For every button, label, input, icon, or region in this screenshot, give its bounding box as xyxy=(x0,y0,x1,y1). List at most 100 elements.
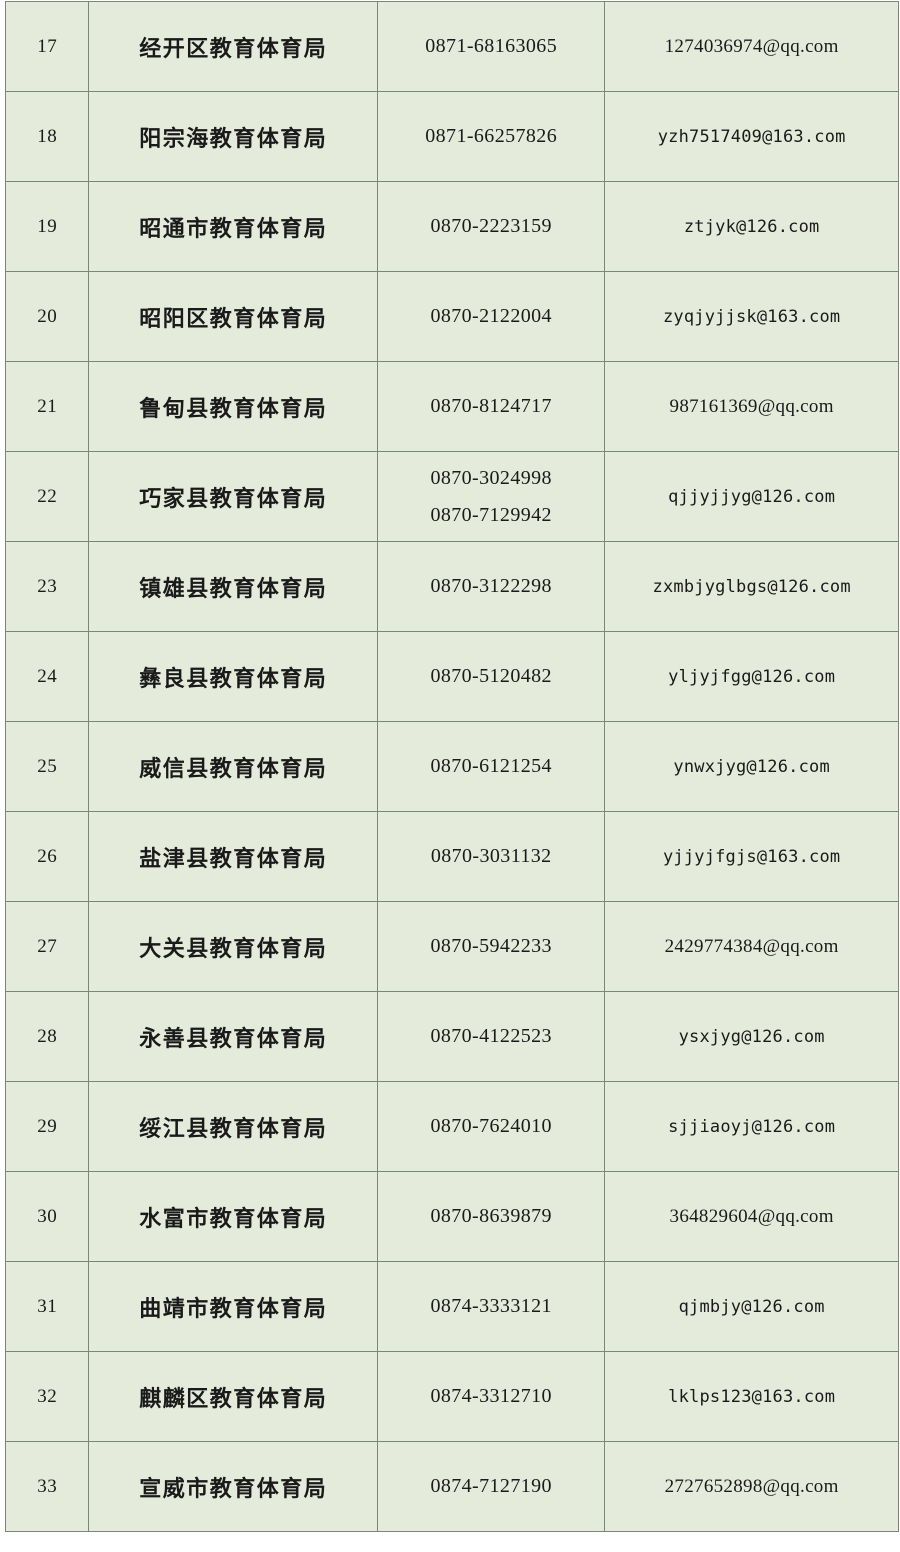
cell-phone-number: 0871-68163065 xyxy=(377,1,606,92)
cell-phone-number: 0870-3031132 xyxy=(377,811,606,902)
cell-department-name: 昭通市教育体育局 xyxy=(88,181,379,272)
cell-row-index: 24 xyxy=(4,631,90,722)
cell-email-address: ztjyk@126.com xyxy=(604,181,899,272)
phone-line: 0874-3333121 xyxy=(430,1295,552,1317)
cell-department-name: 水富市教育体育局 xyxy=(88,1171,379,1262)
cell-phone-number: 0870-6121254 xyxy=(377,721,606,812)
table-row: 22 巧家县教育体育局 0870-3024998 0870-7129942 qjjyjj… xyxy=(4,451,899,542)
table-row: 29 绥江县教育体育局 0870-7624010 sjjiaoyj@126.com xyxy=(4,1081,899,1172)
cell-email-address: lklps123@163.com xyxy=(604,1351,899,1442)
phone-line: 0870-8639879 xyxy=(430,1205,552,1227)
cell-row-index: 17 xyxy=(4,1,90,92)
cell-email-address: 987161369@qq.com xyxy=(604,361,899,452)
cell-phone-number: 0874-3312710 xyxy=(377,1351,606,1442)
cell-email-address: sjjiaoyj@126.com xyxy=(604,1081,899,1172)
phone-line: 0870-3122298 xyxy=(430,575,552,597)
cell-row-index: 18 xyxy=(4,91,90,182)
table-row: 26 盐津县教育体育局 0870-3031132 yjjyjfgjs@163.com xyxy=(4,811,899,902)
table-row: 19 昭通市教育体育局 0870-2223159 ztjyk@126.com xyxy=(4,181,899,272)
phone-line: 0874-7127190 xyxy=(430,1475,552,1497)
cell-row-index: 25 xyxy=(4,721,90,812)
cell-email-address: 2429774384@qq.com xyxy=(604,901,899,992)
cell-phone-number: 0870-7624010 xyxy=(377,1081,606,1172)
cell-email-address: 364829604@qq.com xyxy=(604,1171,899,1262)
cell-email-address: yljyjfgg@126.com xyxy=(604,631,899,722)
cell-row-index: 33 xyxy=(4,1441,90,1532)
phone-line: 0870-7624010 xyxy=(430,1115,552,1137)
contact-directory-table: 17 经开区教育体育局 0871-68163065 1274036974@qq.com… xyxy=(4,1,899,1532)
cell-row-index: 21 xyxy=(4,361,90,452)
table-row: 23 镇雄县教育体育局 0870-3122298 zxmbjyglbgs@126.co… xyxy=(4,541,899,632)
cell-department-name: 大关县教育体育局 xyxy=(88,901,379,992)
cell-phone-number: 0870-2223159 xyxy=(377,181,606,272)
phone-line: 0870-6121254 xyxy=(430,755,552,777)
cell-department-name: 永善县教育体育局 xyxy=(88,991,379,1082)
cell-department-name: 宣威市教育体育局 xyxy=(88,1441,379,1532)
cell-email-address: ysxjyg@126.com xyxy=(604,991,899,1082)
cell-email-address: zyqjyjjsk@163.com xyxy=(604,271,899,362)
table-body: 17 经开区教育体育局 0871-68163065 1274036974@qq.com… xyxy=(4,1,899,1532)
phone-line: 0870-5120482 xyxy=(430,665,552,687)
cell-department-name: 镇雄县教育体育局 xyxy=(88,541,379,632)
cell-department-name: 绥江县教育体育局 xyxy=(88,1081,379,1172)
cell-department-name: 昭阳区教育体育局 xyxy=(88,271,379,362)
cell-row-index: 22 xyxy=(4,451,90,542)
phone-line: 0874-3312710 xyxy=(430,1385,552,1407)
table-row: 18 阳宗海教育体育局 0871-66257826 yzh7517409@163.co… xyxy=(4,91,899,182)
phone-line: 0870-4122523 xyxy=(430,1025,552,1047)
cell-department-name: 盐津县教育体育局 xyxy=(88,811,379,902)
cell-phone-number: 0870-4122523 xyxy=(377,991,606,1082)
cell-department-name: 麒麟区教育体育局 xyxy=(88,1351,379,1442)
cell-email-address: qjjyjjyg@126.com xyxy=(604,451,899,542)
cell-row-index: 31 xyxy=(4,1261,90,1352)
cell-row-index: 27 xyxy=(4,901,90,992)
phone-line: 0870-3024998 xyxy=(430,466,552,489)
table-row: 17 经开区教育体育局 0871-68163065 1274036974@qq.com xyxy=(4,1,899,92)
cell-phone-number: 0871-66257826 xyxy=(377,91,606,182)
cell-phone-number: 0870-5942233 xyxy=(377,901,606,992)
table-row: 32 麒麟区教育体育局 0874-3312710 lklps123@163.com xyxy=(4,1351,899,1442)
cell-phone-number: 0870-5120482 xyxy=(377,631,606,722)
cell-department-name: 阳宗海教育体育局 xyxy=(88,91,379,182)
cell-email-address: 1274036974@qq.com xyxy=(604,1,899,92)
table-row: 20 昭阳区教育体育局 0870-2122004 zyqjyjjsk@163.com xyxy=(4,271,899,362)
cell-row-index: 19 xyxy=(4,181,90,272)
cell-email-address: qjmbjy@126.com xyxy=(604,1261,899,1352)
cell-phone-number: 0874-7127190 xyxy=(377,1441,606,1532)
phone-line: 0870-2223159 xyxy=(430,215,552,237)
cell-row-index: 32 xyxy=(4,1351,90,1442)
cell-email-address: yjjyjfgjs@163.com xyxy=(604,811,899,902)
cell-phone-number: 0870-3024998 0870-7129942 xyxy=(377,451,606,542)
cell-department-name: 鲁甸县教育体育局 xyxy=(88,361,379,452)
cell-email-address: ynwxjyg@126.com xyxy=(604,721,899,812)
phone-line: 0871-66257826 xyxy=(425,125,558,147)
cell-row-index: 23 xyxy=(4,541,90,632)
cell-email-address: zxmbjyglbgs@126.com xyxy=(604,541,899,632)
table-row: 28 永善县教育体育局 0870-4122523 ysxjyg@126.com xyxy=(4,991,899,1082)
phone-line: 0870-2122004 xyxy=(430,305,552,327)
cell-department-name: 经开区教育体育局 xyxy=(88,1,379,92)
table-row: 31 曲靖市教育体育局 0874-3333121 qjmbjy@126.com xyxy=(4,1261,899,1352)
table-row: 25 威信县教育体育局 0870-6121254 ynwxjyg@126.com xyxy=(4,721,899,812)
table-row: 33 宣威市教育体育局 0874-7127190 2727652898@qq.com xyxy=(4,1441,899,1532)
phone-line: 0870-5942233 xyxy=(430,935,552,957)
cell-department-name: 威信县教育体育局 xyxy=(88,721,379,812)
table-row: 24 彝良县教育体育局 0870-5120482 yljyjfgg@126.com xyxy=(4,631,899,722)
cell-row-index: 20 xyxy=(4,271,90,362)
cell-email-address: 2727652898@qq.com xyxy=(604,1441,899,1532)
cell-row-index: 28 xyxy=(4,991,90,1082)
phone-line: 0870-3031132 xyxy=(430,845,552,867)
phone-line: 0871-68163065 xyxy=(425,35,558,57)
cell-row-index: 26 xyxy=(4,811,90,902)
cell-row-index: 30 xyxy=(4,1171,90,1262)
cell-phone-number: 0870-3122298 xyxy=(377,541,606,632)
table-row: 27 大关县教育体育局 0870-5942233 2429774384@qq.com xyxy=(4,901,899,992)
cell-phone-number: 0874-3333121 xyxy=(377,1261,606,1352)
cell-email-address: yzh7517409@163.com xyxy=(604,91,899,182)
cell-phone-number: 0870-2122004 xyxy=(377,271,606,362)
cell-row-index: 29 xyxy=(4,1081,90,1172)
cell-department-name: 彝良县教育体育局 xyxy=(88,631,379,722)
table-row: 30 水富市教育体育局 0870-8639879 364829604@qq.com xyxy=(4,1171,899,1262)
cell-department-name: 巧家县教育体育局 xyxy=(88,451,379,542)
